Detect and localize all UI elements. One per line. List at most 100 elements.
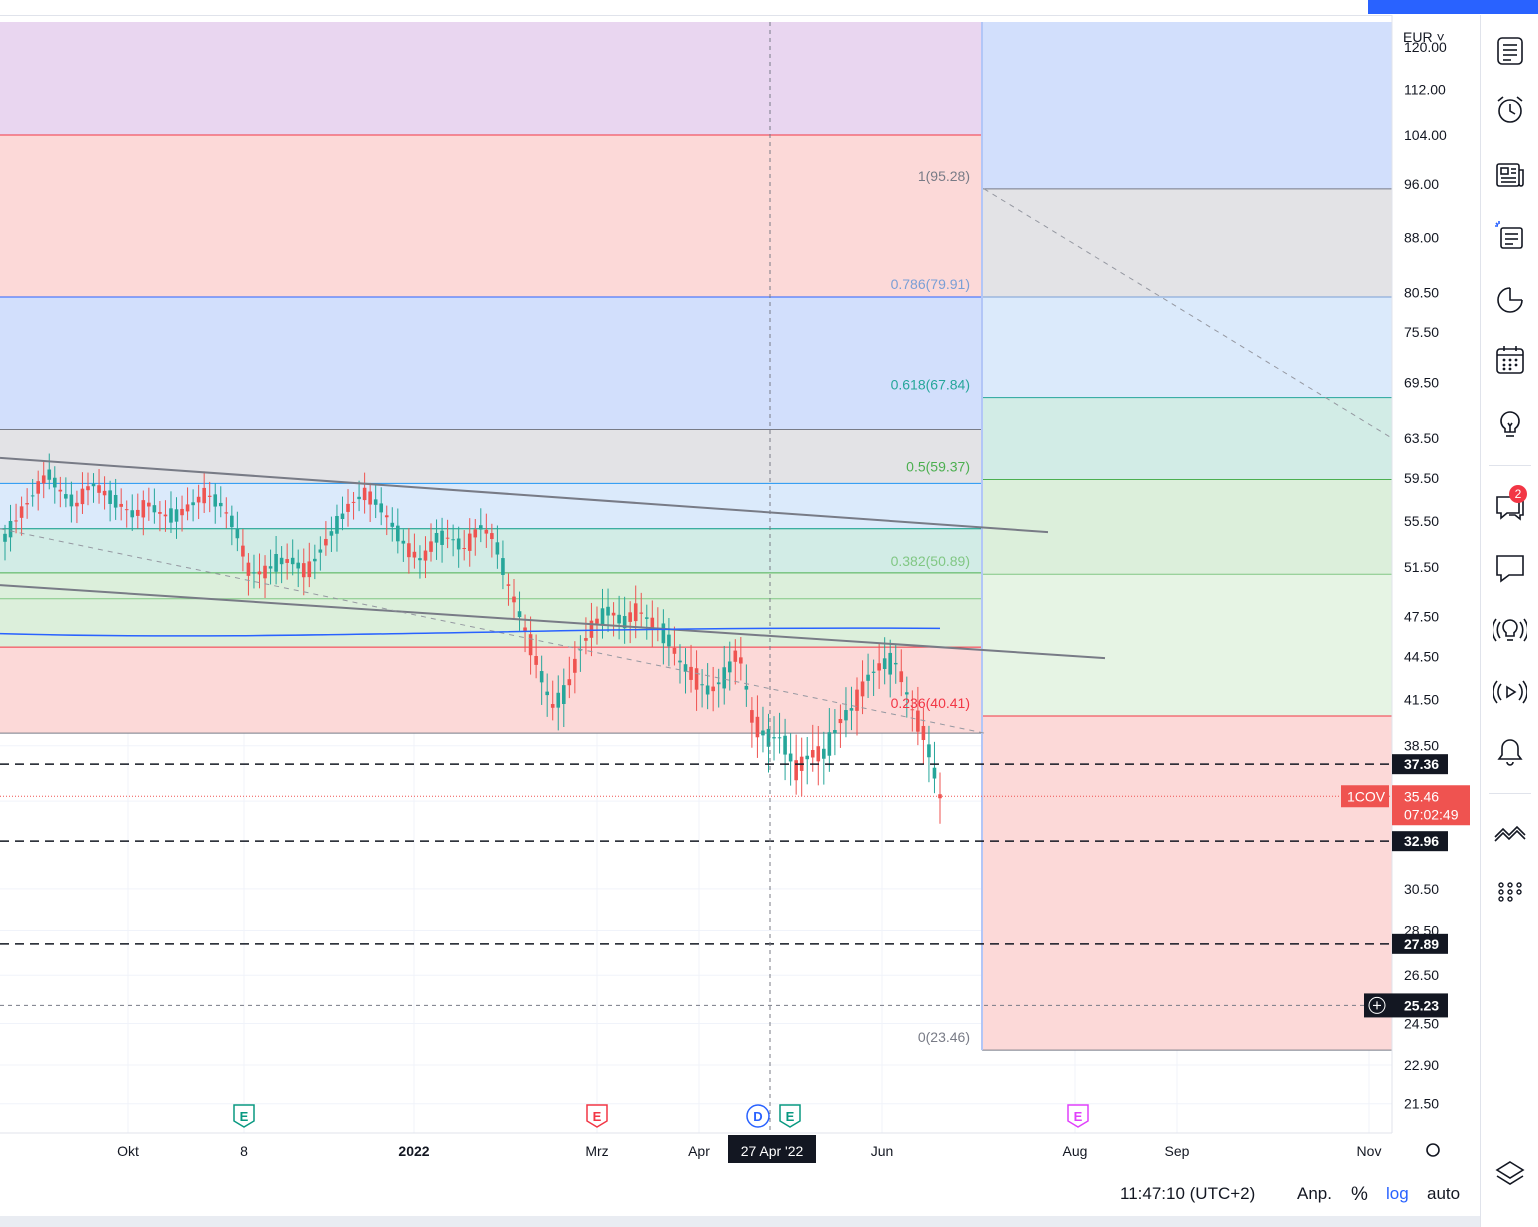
- candle-body: [47, 469, 52, 480]
- fib-label: 0(23.46): [918, 1029, 970, 1045]
- currency-menu: EUR ˅: [1403, 29, 1445, 45]
- candle-body: [119, 503, 123, 507]
- candle-body: [384, 515, 389, 518]
- price-tick-label: 22.90: [1404, 1057, 1439, 1073]
- fib-label: 0.382(50.89): [891, 553, 970, 569]
- candle-body: [478, 525, 483, 530]
- candle-body: [667, 634, 671, 647]
- candle-body: [207, 495, 212, 497]
- event-marker-letter: E: [593, 1109, 602, 1124]
- event-marker-letter: D: [753, 1109, 762, 1124]
- candle-body: [434, 532, 439, 543]
- add-alert-icon: [1368, 996, 1386, 1014]
- dots-grid-icon[interactable]: [1491, 873, 1529, 911]
- candle-body: [473, 529, 478, 538]
- percent-toggle[interactable]: %: [1351, 1184, 1368, 1205]
- chart-canvas[interactable]: EUR ˅120.00 112.00 104.00 96.00 88.00 80.50 75…: [0, 0, 1480, 1166]
- candle-body: [755, 716, 760, 738]
- price-level-tag: [1392, 754, 1448, 775]
- news-icon[interactable]: [1491, 156, 1529, 194]
- candle-body: [672, 647, 677, 654]
- economic-calendar-icon[interactable]: [1491, 341, 1529, 379]
- candle-body: [329, 531, 334, 536]
- candle-body: [750, 710, 754, 723]
- publish-button[interactable]: [1368, 0, 1538, 14]
- price-tick-label: 21.50: [1404, 1096, 1439, 1112]
- price-axis-background: [1392, 15, 1480, 1166]
- candle-body: [893, 662, 898, 665]
- candle-body: [102, 490, 107, 496]
- event-marker-letter: E: [786, 1109, 795, 1124]
- chat-icon[interactable]: 2: [1491, 485, 1529, 525]
- log-toggle[interactable]: log: [1386, 1184, 1409, 1203]
- fib-projection-zone: [982, 397, 1392, 480]
- candle-body: [268, 566, 273, 569]
- candle-body: [600, 608, 605, 625]
- candle-body: [152, 505, 157, 513]
- dashed-trend-line: [0, 528, 985, 734]
- candle-body: [301, 563, 306, 578]
- trend-icon[interactable]: [1491, 813, 1529, 851]
- price-tick-label: 120.00: [1404, 39, 1447, 55]
- candle-body: [191, 502, 195, 506]
- candle-body: [888, 652, 893, 675]
- price-tick-label: 88.00: [1404, 230, 1439, 246]
- adjust-toggle[interactable]: Anp.: [1297, 1184, 1332, 1203]
- candle-body: [844, 710, 848, 721]
- candle-body: [633, 603, 638, 622]
- calendar-news-icon[interactable]: [1491, 217, 1529, 255]
- candle-body: [147, 502, 151, 507]
- candle-body: [927, 744, 931, 758]
- candle-body: [816, 746, 821, 762]
- candle-body: [860, 681, 865, 697]
- candle-body: [252, 572, 256, 574]
- ideas-bulb-icon[interactable]: [1491, 406, 1529, 444]
- candle-body: [351, 501, 356, 503]
- watchlist-icon[interactable]: [1491, 32, 1529, 70]
- candle-body: [932, 767, 937, 779]
- fib-zone: [0, 647, 984, 734]
- candle-body: [169, 508, 173, 523]
- candle-body: [274, 553, 278, 572]
- candle-body: [761, 730, 765, 736]
- candle-body: [683, 664, 688, 672]
- notifications-bell-icon[interactable]: [1491, 733, 1529, 771]
- alert-clock-icon[interactable]: [1491, 91, 1529, 129]
- private-chat-icon[interactable]: [1491, 548, 1529, 586]
- candle-body: [313, 558, 317, 562]
- candle-body: [716, 682, 721, 685]
- price-tick-label: 51.50: [1404, 559, 1439, 575]
- candle-body: [257, 571, 262, 575]
- candle-body: [534, 656, 538, 665]
- candle-body: [705, 685, 710, 695]
- candle-body: [163, 514, 168, 517]
- candle-body: [866, 674, 870, 681]
- candle-body: [777, 737, 782, 739]
- candle-body: [373, 499, 378, 505]
- candle-body: [772, 737, 776, 739]
- idea-stream-icon[interactable]: [1491, 611, 1529, 649]
- candle-body: [523, 627, 527, 631]
- candle-body: [678, 660, 682, 663]
- streams-icon[interactable]: [1491, 673, 1529, 711]
- price-tick-label: 47.50: [1404, 609, 1439, 625]
- moving-average-line: [0, 627, 941, 637]
- candle-body: [512, 596, 516, 603]
- candle-body: [805, 755, 810, 760]
- candle-body: [307, 561, 312, 578]
- frame-border: [0, 1216, 1538, 1227]
- chart-status-bar: [0, 1166, 1480, 1218]
- auto-toggle[interactable]: auto: [1427, 1184, 1461, 1203]
- fib-projection-zone: [982, 479, 1392, 575]
- layers-icon[interactable]: [1491, 1156, 1529, 1194]
- candle-body: [213, 494, 218, 507]
- candle-body: [86, 486, 90, 491]
- last-price-value: 35.46: [1404, 788, 1439, 804]
- candle-body: [263, 565, 267, 579]
- time-tick-label: Apr: [688, 1143, 710, 1159]
- clock-label[interactable]: 11:47:10 (UTC+2): [1120, 1184, 1256, 1203]
- pie-chart-icon[interactable]: [1491, 281, 1529, 319]
- candle-body: [36, 481, 40, 494]
- candle-body: [285, 559, 289, 563]
- candle-body: [445, 537, 450, 539]
